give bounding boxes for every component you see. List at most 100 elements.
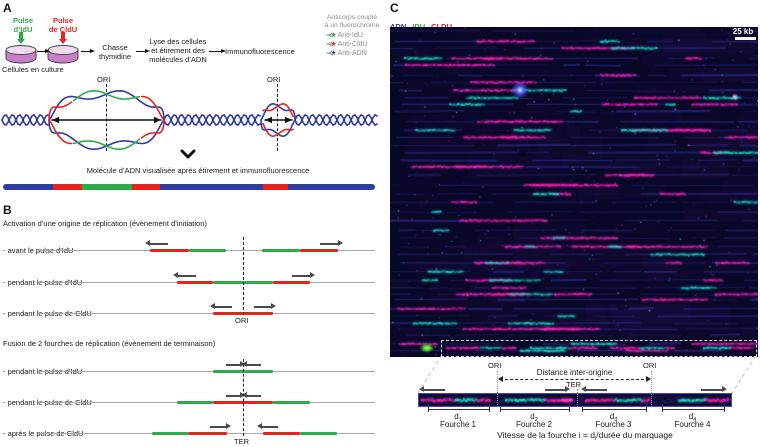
- fork2-label: Fourche 2: [515, 420, 553, 429]
- idu-track: [177, 401, 213, 404]
- antibody-y-icon: Y: [324, 32, 334, 38]
- fork3-label: Fourche 3: [595, 420, 632, 429]
- fork1-label: Fourche 1: [439, 420, 477, 429]
- fork-direction-arrow-icon: [254, 303, 276, 310]
- idu-pulse-arrow-icon: [17, 32, 25, 44]
- formula-post: /durée du marquage: [596, 430, 673, 440]
- cldu-pulse-arrow-icon: [59, 32, 67, 44]
- converging-fork-arrow-icon: [242, 361, 261, 368]
- initiation-title: Activation d’une origine de réplication …: [3, 219, 207, 228]
- d2-base: d: [530, 412, 535, 421]
- termination-title: Fusion de 2 fourches de réplication (évè…: [3, 339, 216, 348]
- d1-sub: 1: [458, 417, 462, 423]
- d1-bracket: [428, 407, 490, 412]
- d3-sub: 3: [614, 417, 618, 423]
- panel-b-label: B: [3, 203, 12, 217]
- antibody-header: Anticorps couplé à un fluorochrome: [318, 14, 386, 30]
- d4-bracket: [662, 407, 725, 412]
- d3-bracket: [582, 407, 647, 412]
- culture-dish-icon: [47, 45, 79, 64]
- ori-label-right: ORI: [643, 361, 657, 370]
- legend-idu: IDU: [412, 22, 425, 31]
- bar-seg-cldu: [263, 184, 288, 190]
- bar-seg-cldu: [53, 184, 82, 190]
- bar-seg-adn: [3, 184, 53, 190]
- converging-fork-arrow-icon: [242, 392, 261, 399]
- pulse-cldu-line1: Pulse: [52, 16, 73, 25]
- zoomed-fiber-strip: [418, 393, 732, 407]
- fluorochrome-star-icon: ★: [330, 31, 337, 39]
- cldu-track: [150, 249, 189, 252]
- panel-c-label: C: [390, 1, 399, 15]
- d2-label: d2: [500, 412, 568, 425]
- cells-label: Cellules en culture: [2, 65, 64, 74]
- pulse-cldu-line2: de CldU: [48, 25, 78, 34]
- converging-fork-arrow-icon: [257, 423, 278, 430]
- ter-label-panelc: TER: [566, 380, 581, 389]
- dna-fiber-line: [38, 313, 375, 315]
- antibody-label: Anti-IdU: [337, 31, 363, 39]
- d2-bracket: [500, 407, 570, 412]
- ter-label-panelb: TER: [234, 437, 249, 446]
- workflow-arrow-icon: [209, 47, 226, 54]
- antibody-row-cldu: Y ★ Anti-CldU: [324, 40, 368, 48]
- pulse-idu-line1: Pulse: [12, 16, 33, 25]
- fork-direction-arrow-icon: [145, 240, 168, 247]
- legend-cldu: CLDU: [431, 22, 452, 31]
- bar-seg-idu: [82, 184, 132, 190]
- fork-direction-arrow-icon: [320, 240, 343, 247]
- idu-track: [273, 401, 310, 404]
- d4-base: d: [688, 412, 694, 421]
- d1-base: d: [454, 412, 459, 421]
- antibody-header-line1: Anticorps couplé: [326, 14, 378, 21]
- idu-track: [262, 249, 300, 252]
- fork1-direction-arrow-icon: [419, 386, 445, 393]
- bar-seg-adn: [288, 184, 375, 190]
- fork-direction-arrow-icon: [210, 303, 232, 310]
- cldu-track: [300, 249, 338, 252]
- culture-dish-icon: [5, 45, 37, 64]
- workflow-arrow-icon: [37, 47, 50, 54]
- fluorochrome-star-icon: ★: [330, 40, 337, 48]
- cldu-track: [273, 281, 310, 284]
- step-lysis-line1: Lyse des cellules: [149, 37, 207, 46]
- d3-base: d: [609, 412, 615, 421]
- ori-label-bubble1: ORI: [97, 75, 111, 84]
- converging-fork-arrow-icon: [226, 361, 245, 368]
- chevron-down-icon: [180, 149, 196, 159]
- ori-label-left: ORI: [488, 361, 502, 370]
- scale-bar: [735, 37, 756, 40]
- legend-adn: ADN: [390, 22, 406, 31]
- d3-label: d3: [582, 412, 645, 425]
- cldu-track: [263, 432, 300, 435]
- fork4-label: Fourche 4: [674, 420, 711, 429]
- step-immuno: Immunofluorescence: [225, 47, 295, 56]
- zoom-connector-lines: [417, 355, 757, 394]
- antibody-y-icon: Y: [324, 41, 334, 47]
- ori-dotted-line: [497, 371, 498, 407]
- fork-speed-formula: Vitesse de la fourche i = di/durée du ma…: [420, 431, 750, 444]
- pulse-idu-label: Pulse d’IdU: [6, 16, 40, 34]
- zoomed-fiber-canvas: [419, 394, 731, 406]
- step-lysis: Lyse des cellules et étirement des moléc…: [148, 37, 208, 64]
- inter-origin-distance-label: Distance inter-origine: [536, 368, 613, 377]
- ori-dotted-line: [651, 371, 652, 407]
- scale-bar-label: 25 kb: [732, 27, 754, 36]
- step-chase: Chasse thymidine: [95, 43, 135, 61]
- fork-direction-arrow-icon: [173, 272, 196, 279]
- fork-direction-arrow-icon: [292, 272, 315, 279]
- d4-sub: 4: [693, 417, 697, 423]
- bar-seg-cldu: [132, 184, 160, 190]
- stretched-dna-caption: Molécule d’ADN visualisée après étiremen…: [86, 166, 310, 175]
- d4-label: d4: [662, 412, 723, 425]
- d2-sub: 2: [534, 417, 538, 423]
- cldu-track: [188, 432, 227, 435]
- combed-dna-bar: [3, 184, 375, 190]
- ori-label-bubble2: ORI: [267, 75, 281, 84]
- workflow-arrow-icon: [81, 47, 95, 54]
- idu-track: [152, 432, 188, 435]
- formula-sub: i: [595, 436, 597, 442]
- ter-dashed-line: [243, 359, 244, 436]
- bar-seg-adn: [160, 184, 263, 190]
- converging-fork-arrow-icon: [226, 392, 245, 399]
